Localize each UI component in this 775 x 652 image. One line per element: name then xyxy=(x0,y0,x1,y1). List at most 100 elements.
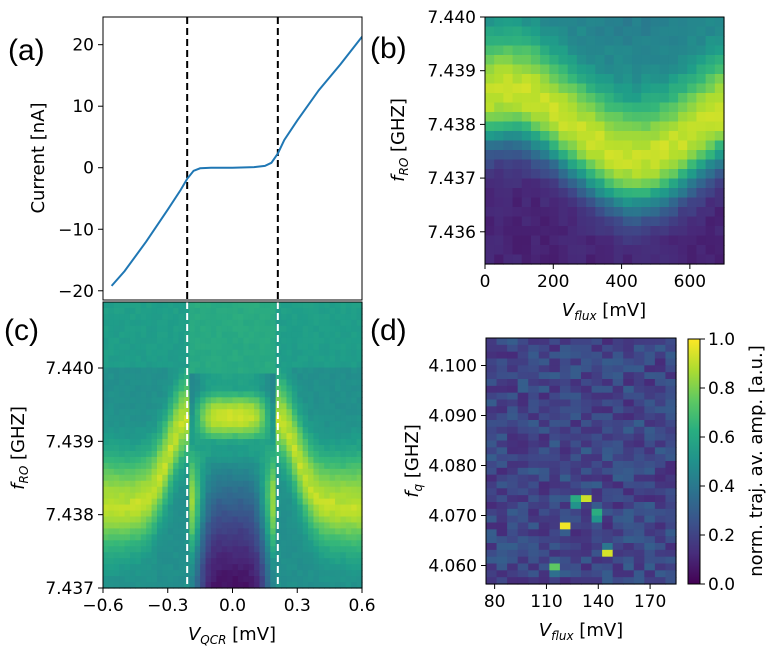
panel-c-cell xyxy=(232,439,239,446)
panel-c-cell xyxy=(140,331,147,339)
panel-c-cell xyxy=(108,582,115,589)
panel-b-cell xyxy=(613,64,624,75)
panel-b-cell xyxy=(558,216,569,227)
panel-b-cell xyxy=(485,45,495,56)
panel-c-cell xyxy=(264,373,271,381)
panel-d-cell xyxy=(570,488,582,496)
panel-c-cell xyxy=(291,373,298,381)
panel-d-cell xyxy=(528,338,540,346)
panel-c-cell xyxy=(227,349,234,357)
panel-d-cell xyxy=(496,420,508,428)
panel-c-cell xyxy=(270,558,277,565)
panel-c-cell xyxy=(119,439,126,446)
panel-c-cell xyxy=(259,445,266,452)
panel-b-cell xyxy=(549,102,560,113)
panel-c-cell xyxy=(162,427,169,434)
panel-c-cell xyxy=(221,319,228,327)
panel-b-cell xyxy=(678,112,688,123)
panel-b-cell xyxy=(530,254,541,265)
panel-c-cell xyxy=(318,534,325,541)
panel-c-cell xyxy=(167,373,174,381)
panel-b-cell xyxy=(650,235,661,246)
panel-c-cell xyxy=(167,433,174,440)
panel-c-cell xyxy=(135,302,142,309)
panel-c-cell xyxy=(232,337,239,345)
panel-c-cell xyxy=(237,504,244,512)
panel-c-cell xyxy=(178,361,185,369)
panel-c-cell xyxy=(286,379,293,387)
panel-b-cell xyxy=(530,55,541,66)
panel-c-cell xyxy=(324,379,331,387)
panel-c-cell xyxy=(254,421,261,428)
panel-c-cell xyxy=(340,540,347,547)
panel-d-cell xyxy=(528,379,540,387)
panel-c-cell xyxy=(281,379,288,387)
panel-d-cell xyxy=(570,467,582,476)
panel-d-cell xyxy=(665,563,677,571)
panel-c-cell xyxy=(194,546,201,553)
panel-c-cell xyxy=(291,325,298,333)
panel-c-cell xyxy=(297,391,304,398)
panel-c-cell xyxy=(146,349,153,357)
panel-c-cell xyxy=(286,456,293,464)
panel-d-cell xyxy=(623,474,635,483)
panel-b-cell xyxy=(668,121,679,132)
panel-c-cell xyxy=(324,474,331,482)
panel-b-xtick-label: 600 xyxy=(674,272,706,292)
panel-b-cell xyxy=(641,121,652,132)
panel-c-cell xyxy=(140,355,147,363)
panel-c-cell xyxy=(178,516,185,524)
panel-b-cell xyxy=(540,64,550,75)
panel-d-cell xyxy=(486,474,498,483)
panel-c-cell xyxy=(108,427,115,434)
panel-b-cell xyxy=(650,178,661,189)
panel-c-cell xyxy=(329,528,336,535)
panel-c-cell xyxy=(243,558,250,565)
panel-c-cell xyxy=(162,492,169,500)
panel-c-cell xyxy=(156,450,163,458)
panel-b-cell xyxy=(567,83,578,94)
panel-c-cell xyxy=(146,433,153,440)
panel-d-cell xyxy=(602,515,614,524)
panel-c-cell xyxy=(173,510,180,518)
panel-c-cell xyxy=(113,492,120,500)
panel-c-cell xyxy=(308,319,315,327)
panel-c-cell xyxy=(275,462,282,470)
panel-d-cell xyxy=(496,344,508,353)
panel-c-cell xyxy=(135,379,142,387)
panel-b-cell xyxy=(485,102,495,113)
panel-c-cell xyxy=(345,307,352,315)
panel-c-cell xyxy=(248,534,255,541)
panel-c-cell xyxy=(200,313,207,321)
panel-c-cell xyxy=(216,445,223,452)
panel-c-cell xyxy=(345,415,352,422)
panel-c-cell xyxy=(135,450,142,458)
panel-b-cell xyxy=(530,207,541,218)
panel-c-cell xyxy=(194,373,201,381)
panel-d-cell xyxy=(612,474,624,483)
panel-c-cell xyxy=(243,522,250,530)
panel-b-cell xyxy=(696,45,707,56)
panel-b-cell xyxy=(696,216,707,227)
panel-d-cell xyxy=(559,461,572,469)
panel-c-cell xyxy=(340,510,347,518)
panel-c-cell xyxy=(113,409,120,416)
panel-b-cell xyxy=(641,45,652,56)
panel-c-cell xyxy=(173,552,180,559)
panel-c-cell xyxy=(356,582,363,589)
panel-d-cell xyxy=(517,474,529,483)
panel-b-cell xyxy=(622,150,633,161)
panel-c-cell xyxy=(313,337,320,345)
panel-d-cell xyxy=(486,406,498,414)
panel-c-cell xyxy=(189,331,196,339)
panel-c-cell xyxy=(329,349,336,357)
panel-c-cell xyxy=(270,516,277,524)
panel-b-cell xyxy=(558,159,569,170)
panel-c-cell xyxy=(146,343,153,351)
panel-b-ytick-label: 7.438 xyxy=(427,115,476,135)
panel-c-cell xyxy=(178,510,185,518)
panel-c-cell xyxy=(129,534,136,541)
panel-c-cell xyxy=(151,546,158,553)
panel-b-cell xyxy=(714,102,725,113)
